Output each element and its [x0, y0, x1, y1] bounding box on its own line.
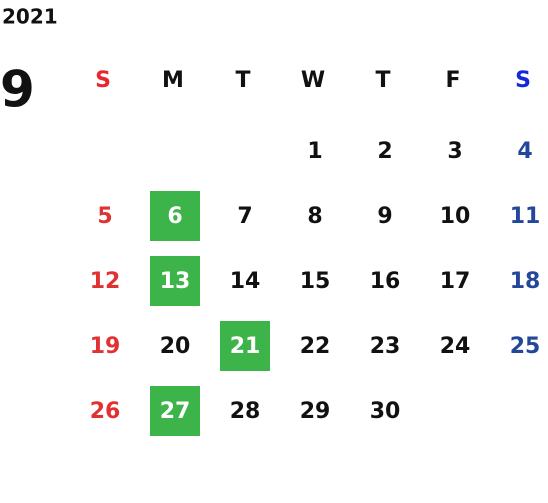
day-number: 7	[237, 204, 252, 229]
day-number: 6	[167, 204, 182, 229]
day-number: 17	[440, 269, 471, 294]
day-number: 15	[300, 269, 331, 294]
weekday-label: S	[515, 68, 531, 93]
day-number: 25	[510, 334, 541, 359]
weekday-label: T	[375, 68, 390, 93]
day-number: 14	[230, 269, 261, 294]
day-number: 8	[307, 204, 322, 229]
day-number: 30	[370, 399, 401, 424]
day-number: 4	[517, 139, 532, 164]
weekday-label: S	[95, 68, 111, 93]
day-number: 18	[510, 269, 541, 294]
day-highlight	[150, 191, 200, 241]
day-highlight	[220, 321, 270, 371]
year: 2021	[2, 5, 58, 29]
day-number: 5	[97, 204, 112, 229]
day-number: 23	[370, 334, 401, 359]
day-number: 27	[160, 399, 191, 424]
day-number: 26	[90, 399, 121, 424]
weekday-label: T	[235, 68, 250, 93]
day-number: 19	[90, 334, 121, 359]
day-highlight	[150, 386, 200, 436]
day-number: 16	[370, 269, 401, 294]
day-number: 22	[300, 334, 331, 359]
day-number: 13	[160, 269, 191, 294]
day-number: 24	[440, 334, 471, 359]
day-number: 2	[377, 139, 392, 164]
day-number: 12	[90, 269, 121, 294]
day-number: 10	[440, 204, 471, 229]
weekday-label: M	[162, 68, 184, 93]
day-number: 28	[230, 399, 261, 424]
day-number: 11	[510, 204, 541, 229]
day-number: 9	[377, 204, 392, 229]
day-number: 29	[300, 399, 331, 424]
weekday-label: F	[445, 68, 460, 93]
weekday-label: W	[301, 68, 325, 93]
day-number: 21	[230, 334, 261, 359]
day-highlight	[150, 256, 200, 306]
month: 9	[0, 61, 35, 119]
day-number: 20	[160, 334, 191, 359]
day-number: 1	[307, 139, 322, 164]
day-number: 3	[447, 139, 462, 164]
